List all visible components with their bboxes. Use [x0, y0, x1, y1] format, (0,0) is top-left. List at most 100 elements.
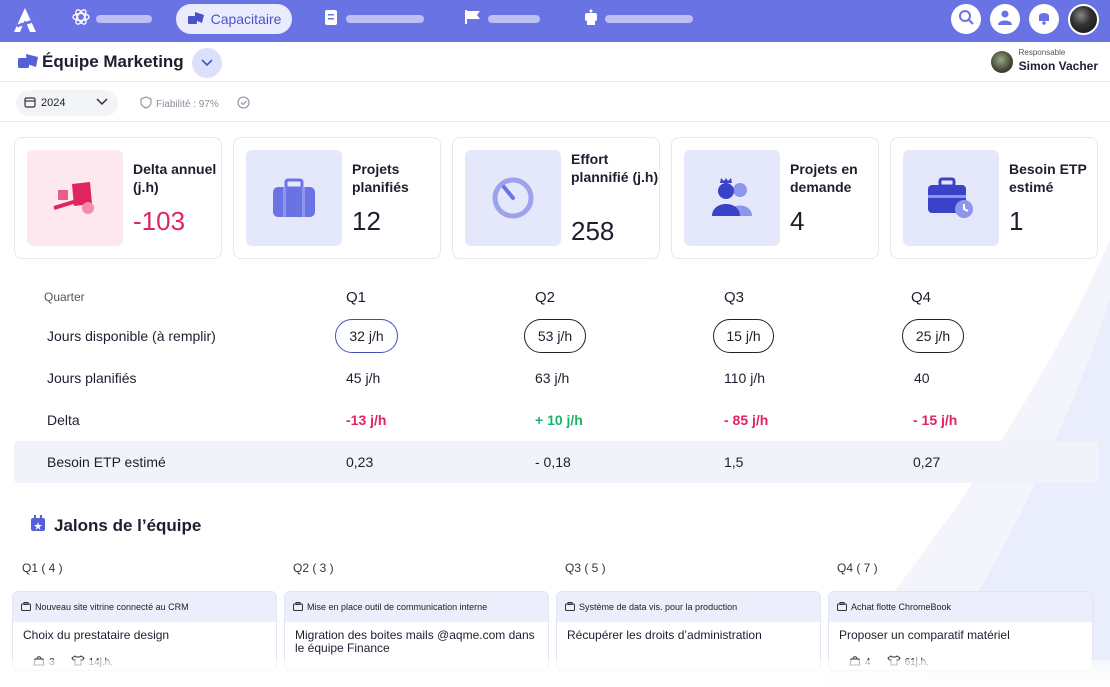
nav-item-3[interactable] [324, 4, 424, 34]
milestone-project-tag: Système de data vis. pour la production [557, 592, 820, 622]
check-circle-icon [237, 96, 250, 112]
table-cell: 63 j/h [535, 370, 570, 386]
milestones-title-label: Jalons de l’équipe [54, 516, 202, 535]
table-cell: 110 j/h [724, 370, 765, 386]
milestone-title: Migration des boites mails @aqme.com dan… [295, 628, 535, 655]
team-header: Équipe Marketing Responsable Simon Vache… [0, 42, 1110, 82]
table-cell: 1,5 [724, 454, 744, 470]
kpi-label: Besoin ETP estimé [1009, 161, 1087, 195]
milestone-quarter-header: Q3 ( 5 ) [565, 561, 606, 575]
milestone-project-tag: Mise en place outil de communication int… [285, 592, 548, 622]
kpi-card-projets-planifies: Projets planifiés 12 [233, 137, 441, 259]
kpi-value: -103 [133, 206, 186, 236]
nav-item-4[interactable] [464, 4, 540, 34]
kpi-value: 258 [571, 216, 615, 246]
nav-item-1[interactable] [72, 4, 152, 34]
available-days-input[interactable]: 25 j/h [902, 319, 964, 353]
calendar-star-icon [30, 515, 46, 537]
briefcase-icon [837, 601, 847, 613]
kpi-value: 12 [352, 206, 381, 236]
table-row-etp: Besoin ETP estimé 0,23 - 0,18 1,5 0,27 [14, 441, 1099, 483]
kpi-label: Projets en demande [790, 161, 858, 195]
team-capacity-icon [17, 52, 39, 75]
milestone-project-name: Mise en place outil de communication int… [307, 602, 488, 612]
available-days-input[interactable]: 53 j/h [524, 319, 586, 353]
milestone-card[interactable]: Achat flotte ChromeBook Proposer un comp… [828, 591, 1093, 671]
user-avatar[interactable] [1068, 4, 1099, 35]
briefcase-icon [21, 601, 31, 613]
table-header-row: Quarter Q1 Q2 Q3 Q4 [14, 282, 1099, 312]
bell-icon [1036, 9, 1052, 30]
table-cell: 0,27 [913, 454, 941, 470]
column-header: Q1 [346, 288, 367, 306]
search-icon [958, 9, 974, 30]
milestone-title: Proposer un comparatif matériel [839, 628, 1010, 642]
users-icon [684, 150, 780, 246]
year-value: 2024 [41, 97, 66, 109]
user-icon [997, 9, 1013, 30]
kpi-label: Delta annuel (j.h) [133, 161, 217, 195]
column-header: Q4 [911, 288, 932, 306]
responsible-avatar [991, 51, 1013, 73]
kpi-card-projets-demande: Projets en demande 4 [671, 137, 879, 259]
year-select[interactable]: 2024 [16, 90, 118, 116]
briefcase-icon [293, 601, 303, 613]
robot-icon [583, 8, 599, 31]
milestone-project-tag: Achat flotte ChromeBook [829, 592, 1092, 622]
table-cell: - 15 j/h [913, 412, 958, 428]
table-row-available: Jours disponible (à remplir) 32 j/h 53 j… [14, 315, 1099, 357]
kpi-card-effort: Effort plannifié (j.h) 258 [452, 137, 660, 259]
milestone-card[interactable]: Mise en place outil de communication int… [284, 591, 549, 671]
nav-item-5[interactable] [583, 4, 693, 34]
bottom-fade [0, 660, 1110, 687]
milestone-title: Récupérer les droits d’administration [567, 628, 762, 642]
clipboard-icon [324, 8, 338, 31]
responsible-label: Responsable [1018, 48, 1066, 57]
milestone-card[interactable]: Système de data vis. pour la production … [556, 591, 821, 671]
shield-icon [140, 96, 152, 112]
milestone-project-tag: Nouveau site vitrine connecté au CRM [13, 592, 276, 622]
atom-icon [72, 8, 90, 31]
milestone-title: Choix du prestataire design [23, 628, 170, 642]
milestone-project-name: Système de data vis. pour la production [579, 602, 738, 612]
briefcase-clock-icon [903, 150, 999, 246]
table-row-delta: Delta -13 j/h + 10 j/h - 85 j/h - 15 j/h [14, 399, 1099, 441]
calendar-icon [24, 96, 36, 111]
table-cell: -13 j/h [346, 412, 387, 428]
tab-capacitaire[interactable]: Capacitaire [176, 4, 292, 34]
milestone-card[interactable]: Nouveau site vitrine connecté au CRM Cho… [12, 591, 277, 671]
capacity-icon [187, 11, 205, 28]
table-cell: 40 [914, 370, 930, 386]
flag-icon [464, 9, 482, 30]
filter-bar: 2024 Fiabilité : 97% [0, 82, 1110, 122]
available-days-input[interactable]: 15 j/h [713, 319, 774, 353]
kpi-label: Effort plannifié (j.h) [571, 151, 659, 185]
milestone-project-name: Achat flotte ChromeBook [851, 602, 952, 612]
profile-button[interactable] [990, 4, 1020, 34]
available-days-input[interactable]: 32 j/h [335, 319, 398, 353]
table-row-planned: Jours planifiés 45 j/h 63 j/h 110 j/h 40 [14, 357, 1099, 399]
row-label: Delta [47, 412, 80, 428]
app-logo[interactable] [13, 7, 37, 38]
kpi-value: 1 [1009, 206, 1024, 236]
search-button[interactable] [951, 4, 981, 34]
kpi-value: 4 [790, 206, 805, 236]
milestone-quarter-header: Q1 ( 4 ) [22, 561, 63, 575]
notifications-button[interactable] [1029, 4, 1059, 34]
chevron-down-icon [201, 54, 213, 72]
milestone-quarter-header: Q2 ( 3 ) [293, 561, 334, 575]
team-dropdown-button[interactable] [192, 48, 222, 78]
table-cell: 0,23 [346, 454, 374, 470]
kpi-card-etp: Besoin ETP estimé 1 [890, 137, 1098, 259]
milestone-quarter-header: Q4 ( 7 ) [837, 561, 878, 575]
row-label: Besoin ETP estimé [47, 454, 166, 470]
milestone-project-name: Nouveau site vitrine connecté au CRM [35, 602, 189, 612]
milestones-title: Jalons de l’équipe [30, 515, 201, 537]
table-cell: 45 j/h [346, 370, 381, 386]
row-label: Jours planifiés [47, 370, 137, 386]
timer-icon [465, 150, 561, 246]
top-navigation-bar: Capacitaire [0, 0, 1110, 42]
quarter-header-label: Quarter [44, 290, 85, 304]
row-label: Jours disponible (à remplir) [47, 328, 216, 344]
